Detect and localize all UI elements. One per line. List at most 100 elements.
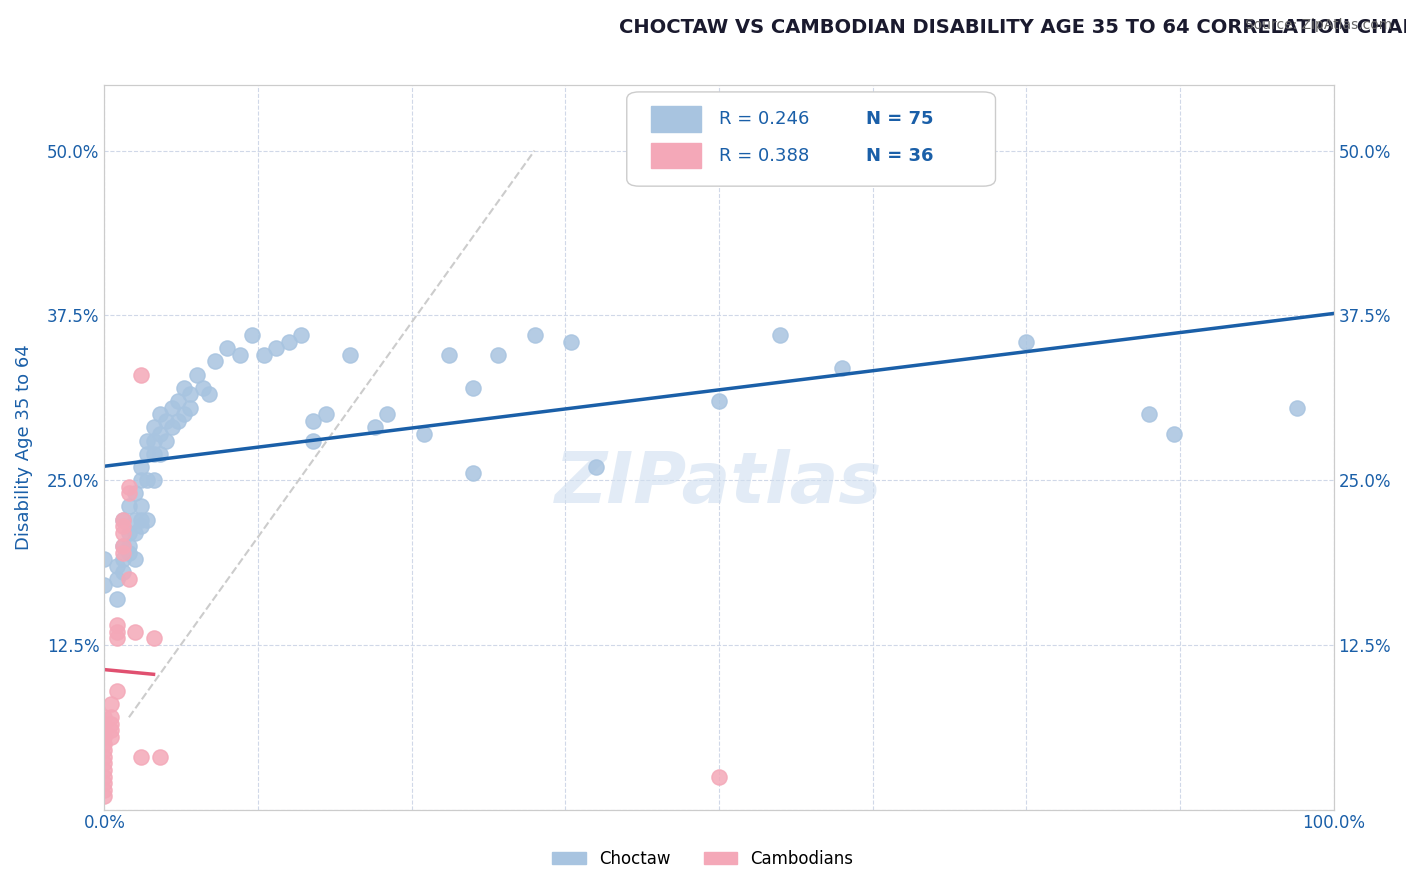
Point (167, 414, 190, 428)
Point (155, 434, 177, 448)
Point (136, 473, 159, 487)
Point (93, 776, 115, 790)
Point (100, 723, 122, 738)
FancyBboxPatch shape (627, 92, 995, 186)
Y-axis label: Disability Age 35 to 64: Disability Age 35 to 64 (15, 344, 32, 550)
Text: Source: ZipAtlas.com: Source: ZipAtlas.com (1244, 18, 1392, 32)
Point (93, 756, 115, 771)
Point (315, 407, 337, 421)
Point (155, 414, 177, 428)
Point (93, 782, 115, 797)
Point (124, 552, 146, 566)
Point (1015, 334, 1038, 349)
Point (93, 749, 115, 764)
Point (118, 545, 141, 559)
Point (486, 348, 509, 362)
Point (1285, 401, 1308, 415)
Point (93, 710, 115, 724)
Point (217, 341, 239, 355)
Point (118, 500, 141, 514)
Point (118, 539, 141, 553)
FancyBboxPatch shape (651, 106, 700, 132)
Point (93, 789, 115, 804)
Point (105, 624, 128, 639)
Point (142, 434, 165, 448)
Point (560, 334, 582, 349)
Point (111, 539, 134, 553)
Point (105, 572, 128, 586)
Point (129, 513, 152, 527)
Point (461, 381, 484, 395)
Point (413, 426, 436, 441)
Point (100, 710, 122, 724)
Legend: Choctaw, Cambodians: Choctaw, Cambodians (546, 844, 860, 875)
Point (93, 723, 115, 738)
Point (105, 631, 128, 645)
Point (707, 394, 730, 409)
Point (124, 525, 146, 540)
Point (1137, 407, 1160, 421)
Point (253, 348, 276, 362)
Point (277, 334, 299, 349)
Point (585, 459, 607, 474)
Point (93, 763, 115, 777)
Point (136, 447, 159, 461)
Point (100, 717, 122, 731)
Point (93, 578, 115, 592)
Point (111, 566, 134, 580)
Point (142, 473, 165, 487)
Point (523, 328, 546, 343)
Point (707, 770, 730, 784)
Point (364, 420, 387, 434)
Text: R = 0.246: R = 0.246 (718, 111, 810, 128)
Text: N = 36: N = 36 (866, 146, 934, 165)
Point (375, 407, 398, 421)
Point (204, 354, 226, 368)
Point (105, 618, 128, 632)
Point (118, 486, 141, 500)
Point (142, 420, 165, 434)
Text: N = 75: N = 75 (866, 111, 934, 128)
Point (290, 328, 312, 343)
Point (136, 434, 159, 448)
Point (93, 743, 115, 757)
Point (136, 513, 159, 527)
Point (93, 737, 115, 751)
Point (142, 447, 165, 461)
Point (129, 459, 152, 474)
Point (129, 473, 152, 487)
Point (186, 368, 208, 382)
Point (149, 749, 172, 764)
Point (1163, 426, 1185, 441)
Point (302, 434, 325, 448)
Point (142, 631, 165, 645)
Point (118, 480, 141, 494)
Point (129, 368, 152, 382)
Text: ZIPatlas: ZIPatlas (555, 449, 883, 518)
Point (769, 328, 792, 343)
Point (105, 558, 128, 573)
Point (173, 407, 195, 421)
Point (105, 684, 128, 698)
Point (149, 447, 172, 461)
Point (129, 519, 152, 533)
Point (100, 697, 122, 711)
Point (160, 420, 183, 434)
Point (124, 513, 146, 527)
Point (93, 552, 115, 566)
Text: R = 0.388: R = 0.388 (718, 146, 810, 165)
Point (228, 348, 250, 362)
Point (124, 624, 146, 639)
Point (111, 539, 134, 553)
Point (111, 513, 134, 527)
Point (129, 749, 152, 764)
Point (461, 467, 484, 481)
Point (173, 381, 195, 395)
Point (167, 394, 190, 409)
Point (179, 401, 201, 415)
Point (198, 387, 221, 401)
Point (118, 525, 141, 540)
Point (831, 361, 853, 376)
Point (149, 426, 172, 441)
Point (100, 730, 122, 744)
